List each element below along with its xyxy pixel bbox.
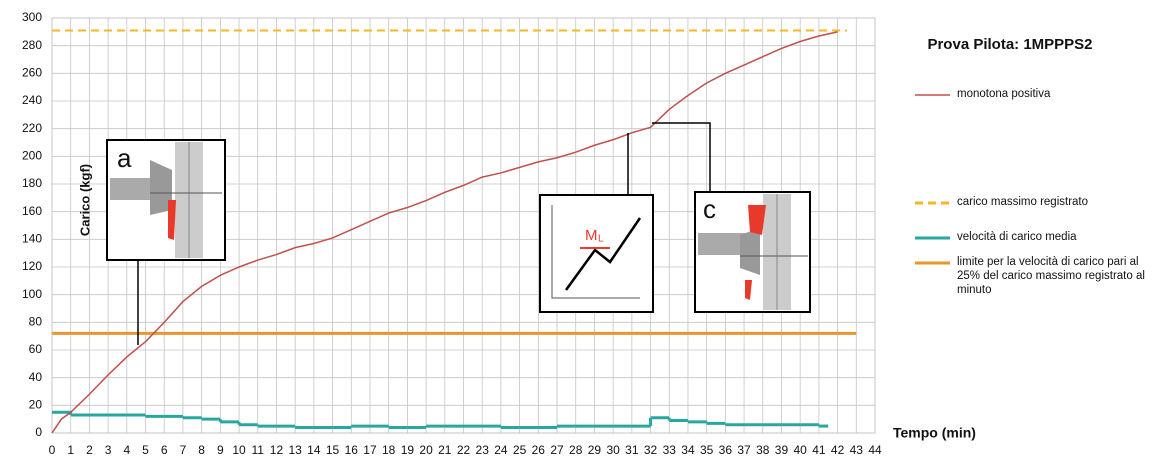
x-tick-label: 30: [606, 443, 620, 457]
legend-label: limite per la velocità di carico pari al…: [957, 256, 1145, 296]
x-tick-label: 5: [142, 443, 149, 457]
x-axis-label: Tempo (min): [893, 425, 976, 441]
x-tick-label: 23: [476, 443, 490, 457]
x-tick-label: 29: [588, 443, 602, 457]
x-tick-label: 11: [252, 443, 265, 457]
x-tick-label: 39: [775, 443, 789, 457]
inset-label: a: [117, 143, 132, 173]
x-tick-label: 12: [270, 443, 284, 457]
x-tick-label: 7: [180, 443, 187, 457]
x-tick-label: 38: [756, 443, 770, 457]
x-tick-label: 2: [86, 443, 93, 457]
legend-label: monotona positiva: [957, 88, 1051, 100]
x-tick-label: 37: [737, 443, 751, 457]
x-tick-label: 9: [217, 443, 224, 457]
y-tick-label: 20: [29, 398, 43, 412]
y-tick-label: 80: [29, 315, 43, 329]
inset-c: c: [652, 122, 811, 313]
x-tick-label: 19: [401, 443, 415, 457]
y-tick-label: 280: [22, 38, 42, 52]
x-tick-label: 41: [812, 443, 826, 457]
x-tick-label: 40: [794, 443, 808, 457]
y-tick-label: 60: [29, 342, 43, 356]
inset-label: c: [703, 194, 716, 224]
x-tick-label: 15: [326, 443, 340, 457]
y-tick-label: 120: [22, 259, 42, 273]
legend-label: carico massimo registrato: [957, 196, 1089, 208]
x-tick-label: 0: [49, 443, 56, 457]
marks: [51, 29, 857, 434]
inset-label: M: [585, 227, 598, 244]
y-tick-label: 200: [22, 149, 42, 163]
x-tick-label: 1: [67, 443, 74, 457]
x-tick-label: 31: [625, 443, 639, 457]
x-tick-label: 36: [719, 443, 733, 457]
x-tick-label: 43: [850, 443, 864, 457]
x-tick-label: 26: [532, 443, 546, 457]
x-tick-label: 17: [363, 443, 377, 457]
x-tick-label: 27: [550, 443, 564, 457]
inset-a: a: [106, 139, 226, 345]
y-tick-label: 240: [22, 93, 42, 107]
y-tick-label: 40: [29, 370, 43, 384]
inset-label: L: [598, 234, 604, 245]
x-tick-label: 24: [494, 443, 508, 457]
x-tick-label: 16: [345, 443, 359, 457]
y-axis-label: Carico (kgf): [77, 164, 92, 236]
x-tick-label: 34: [681, 443, 695, 457]
x-tick-label: 8: [198, 443, 205, 457]
y-tick-label: 0: [35, 425, 42, 439]
data-line: [51, 31, 838, 434]
y-tick-label: 300: [22, 10, 42, 24]
x-tick-label: 42: [831, 443, 845, 457]
x-tick-label: 20: [419, 443, 433, 457]
legend-label: velocità di carico media: [957, 231, 1077, 243]
x-tick-label: 33: [663, 443, 677, 457]
x-tick-label: 10: [232, 443, 246, 457]
chart-title: Prova Pilota: 1MPPPS2: [927, 36, 1092, 53]
x-tick-label: 3: [105, 443, 112, 457]
x-tick-label: 22: [457, 443, 471, 457]
y-tick-label: 160: [22, 204, 42, 218]
x-tick-label: 18: [382, 443, 396, 457]
x-tick-label: 6: [161, 443, 168, 457]
x-tick-label: 32: [644, 443, 658, 457]
x-tick-label: 44: [868, 443, 882, 457]
x-tick-label: 21: [438, 443, 452, 457]
inset-ml: M L: [539, 133, 654, 313]
y-tick-label: 260: [22, 66, 42, 80]
x-tick-label: 25: [513, 443, 527, 457]
y-tick-label: 220: [22, 121, 42, 135]
x-tick-label: 14: [307, 443, 321, 457]
y-tick-label: 140: [22, 232, 42, 246]
y-tick-label: 100: [22, 287, 42, 301]
x-tick-label: 13: [288, 443, 302, 457]
y-tick-label: 180: [22, 176, 42, 190]
x-tick-label: 4: [123, 443, 130, 457]
x-tick-label: 28: [569, 443, 583, 457]
x-tick-label: 35: [700, 443, 714, 457]
